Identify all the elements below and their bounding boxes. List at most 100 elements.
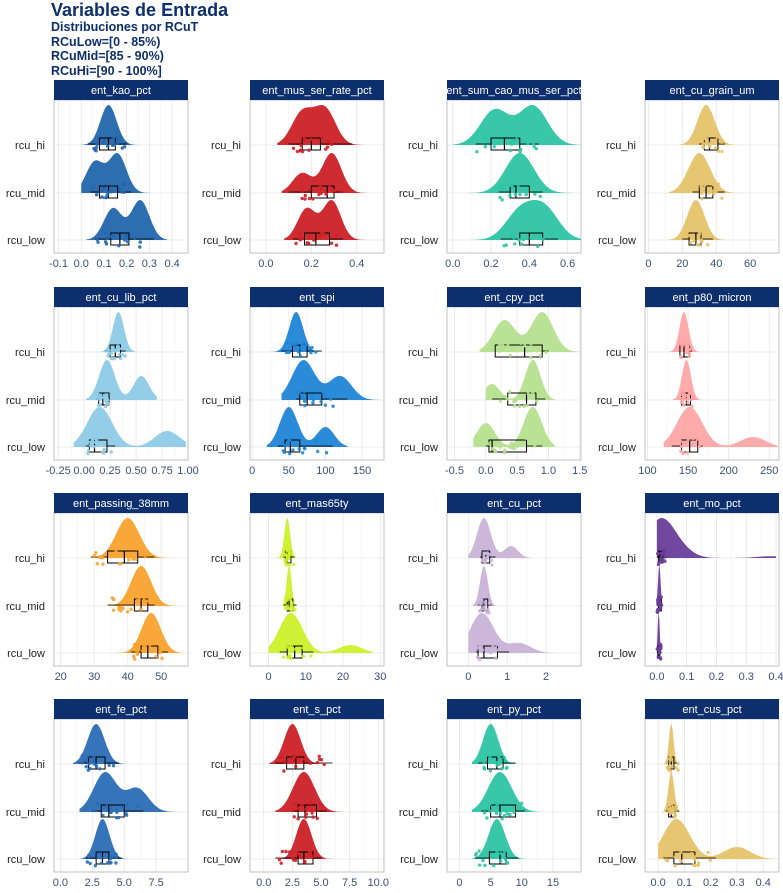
data-point-rcu_mid [311,197,315,201]
data-point-rcu_low [478,644,482,648]
box-rcu_hi [657,550,664,564]
data-point-rcu_low [279,861,283,865]
data-point-rcu_mid [674,807,678,812]
data-point-rcu_hi [104,349,108,353]
data-point-rcu_hi [665,766,670,770]
data-point-rcu_low [281,655,286,659]
density-rcu_low [73,407,186,447]
data-point-rcu_low [683,232,688,236]
density-rcu_low [658,819,777,859]
data-point-rcu_low [706,243,710,247]
y-tick-label: rcu_mid [202,601,241,613]
data-point-rcu_mid [288,597,292,601]
data-point-rcu_low [696,861,701,865]
data-point-rcu_low [538,235,543,239]
y-tick-label: rcu_mid [597,601,636,613]
density-rcu_hi [77,518,182,558]
data-point-rcu_mid [482,811,487,815]
data-point-rcu_mid [110,188,115,193]
density-rcu_mid [656,566,669,606]
data-point-rcu_mid [309,396,314,401]
data-point-rcu_hi [681,343,685,347]
box-rcu_hi [107,550,139,564]
data-point-rcu_hi [284,350,289,355]
y-tick-label: rcu_mid [399,601,438,613]
data-point-rcu_low [697,243,701,247]
data-point-rcu_low [302,860,307,864]
data-point-rcu_hi [720,149,724,154]
data-point-rcu_mid [669,807,673,812]
data-point-rcu_low [478,657,482,662]
x-tick-label: 1.5 [572,465,587,477]
y-tick-label: rcu_hi [15,553,45,565]
data-point-rcu_mid [328,397,333,401]
facet-panel: ent_mus_ser_rate_pct rcu_hi rcu_mid rcu_low… [202,80,385,270]
data-point-rcu_hi [532,145,536,149]
data-point-rcu_mid [700,196,704,201]
density-rcu_hi [276,518,303,558]
data-point-rcu_mid [323,403,328,407]
data-point-rcu_hi [87,762,91,766]
data-point-rcu_low [316,449,320,454]
data-point-rcu_mid [480,597,484,602]
data-point-rcu_mid [500,198,504,202]
y-tick-label: rcu_hi [211,553,241,565]
facet-panel: ent_passing_38mm rcu_hi rcu_mid rcu_low 20 30… [6,493,189,683]
y-tick-label: rcu_low [598,442,636,454]
data-point-rcu_mid [106,398,110,402]
data-point-rcu_hi [106,353,110,358]
panel-content [269,724,373,865]
y-tick-label: rcu_hi [606,140,636,152]
density-rcu_low [85,200,168,240]
data-point-rcu_mid [289,608,294,613]
data-point-rcu_low [286,655,290,659]
y-tick-label: rcu_mid [399,188,438,200]
data-point-rcu_hi [295,341,299,346]
facet-strip-label: ent_passing_38mm [73,498,169,510]
x-tick-label: -0.1 [49,258,68,270]
data-point-rcu_hi [658,547,662,552]
y-tick-label: rcu_low [400,442,438,454]
data-point-rcu_mid [90,186,94,191]
density-rcu_hi [73,724,150,764]
data-point-rcu_hi [481,559,485,563]
x-tick-label: 60 [744,258,756,270]
data-point-rcu_low [499,851,503,856]
data-point-rcu_hi [526,141,530,146]
x-tick-label: 5.0 [117,877,132,889]
data-point-rcu_low [657,649,661,653]
data-point-rcu_hi [319,758,324,762]
data-point-rcu_hi [92,758,96,763]
data-point-rcu_low [502,450,507,455]
data-point-rcu_hi [283,759,287,764]
data-point-rcu_hi [317,754,321,758]
data-point-rcu_low [494,656,498,660]
data-point-rcu_hi [519,147,523,151]
data-point-rcu_hi [94,145,99,149]
data-point-rcu_hi [303,757,307,761]
data-point-rcu_low [280,849,285,854]
data-point-rcu_hi [291,146,296,150]
data-point-rcu_low [299,856,304,860]
data-point-rcu_hi [687,351,691,355]
panel-content [655,518,777,661]
panel-content [658,724,777,868]
data-point-rcu_hi [488,754,492,758]
data-point-rcu_mid [687,392,692,396]
x-tick-label: 100 [316,465,334,477]
y-tick-label: rcu_low [7,854,45,866]
panel-border [644,306,780,461]
data-point-rcu_mid [494,801,498,805]
data-point-rcu_mid [105,393,109,397]
data-point-rcu_low [88,861,92,866]
facet-strip [250,287,384,307]
data-point-rcu_low [138,245,142,249]
facet-strip-label: ent_sum_cao_mus_ser_pct [446,85,581,97]
data-point-rcu_hi [105,144,110,148]
density-rcu_hi [94,312,145,352]
density-rcu_low [266,407,348,447]
facet-strip-label: ent_s_pct [293,704,341,716]
data-point-rcu_low [498,445,502,449]
y-tick-label: rcu_hi [606,347,636,359]
x-tick-label: 10 [300,671,312,683]
